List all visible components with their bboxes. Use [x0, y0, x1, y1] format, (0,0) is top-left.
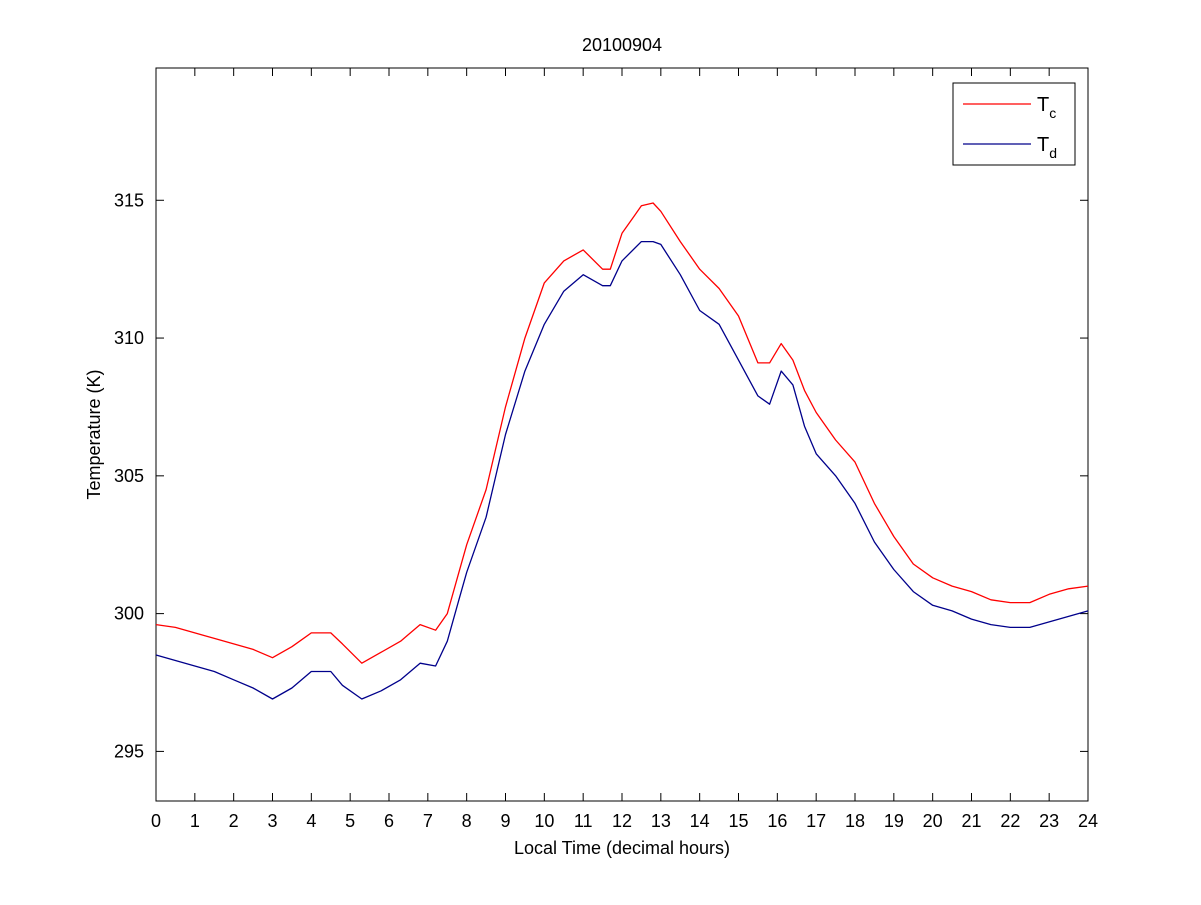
legend-label-subscript: d — [1049, 145, 1057, 161]
x-tick-label: 24 — [1078, 811, 1098, 831]
legend-label-main: T — [1037, 94, 1049, 116]
x-tick-label: 14 — [690, 811, 710, 831]
x-tick-label: 9 — [500, 811, 510, 831]
x-tick-label: 6 — [384, 811, 394, 831]
x-tick-label: 11 — [574, 811, 593, 831]
x-tick-label: 4 — [306, 811, 316, 831]
x-tick-label: 3 — [267, 811, 277, 831]
x-tick-label: 16 — [767, 811, 787, 831]
x-tick-label: 15 — [728, 811, 748, 831]
series-line-t-d — [155, 240, 1089, 700]
chart-title: 20100904 — [582, 35, 662, 55]
x-tick-label: 12 — [612, 811, 632, 831]
tick-layer: 0 1 2 3 4 5 6 7 8 9 10 11 12 13 14 15 16 17 18 19 20 21 22 23 24… — [114, 68, 1098, 831]
y-tick-label: 310 — [114, 328, 144, 348]
x-tick-label: 5 — [345, 811, 355, 831]
legend-label: Tc — [1037, 94, 1056, 121]
x-tick-label: 10 — [534, 811, 554, 831]
x-tick-label: 20 — [923, 811, 943, 831]
y-tick-label: 300 — [114, 604, 144, 624]
legend-box — [952, 82, 1076, 166]
plot-area — [155, 67, 1089, 802]
x-tick-label: 18 — [845, 811, 865, 831]
legend-label: Td — [1037, 134, 1057, 161]
x-tick-label: 13 — [651, 811, 671, 831]
x-tick-label: 19 — [884, 811, 904, 831]
series-line-t-c — [155, 202, 1089, 664]
x-tick-label: 2 — [229, 811, 239, 831]
y-tick-label: 305 — [114, 466, 144, 486]
y-tick-label: 295 — [114, 741, 144, 761]
x-tick-label: 23 — [1039, 811, 1059, 831]
x-tick-label: 8 — [462, 811, 472, 831]
x-tick-label: 1 — [190, 811, 200, 831]
x-tick-label: 0 — [151, 811, 161, 831]
x-axis-label: Local Time (decimal hours) — [514, 838, 730, 858]
legend-label-subscript: c — [1049, 105, 1056, 121]
x-tick-label: 17 — [806, 811, 826, 831]
y-tick-label: 315 — [114, 190, 144, 210]
series-layer — [155, 202, 1089, 700]
x-tick-label: 21 — [961, 811, 981, 831]
x-tick-label: 22 — [1000, 811, 1020, 831]
y-axis-label: Temperature (K) — [84, 369, 104, 499]
legend-label-main: T — [1037, 134, 1049, 156]
x-tick-label: 7 — [423, 811, 433, 831]
